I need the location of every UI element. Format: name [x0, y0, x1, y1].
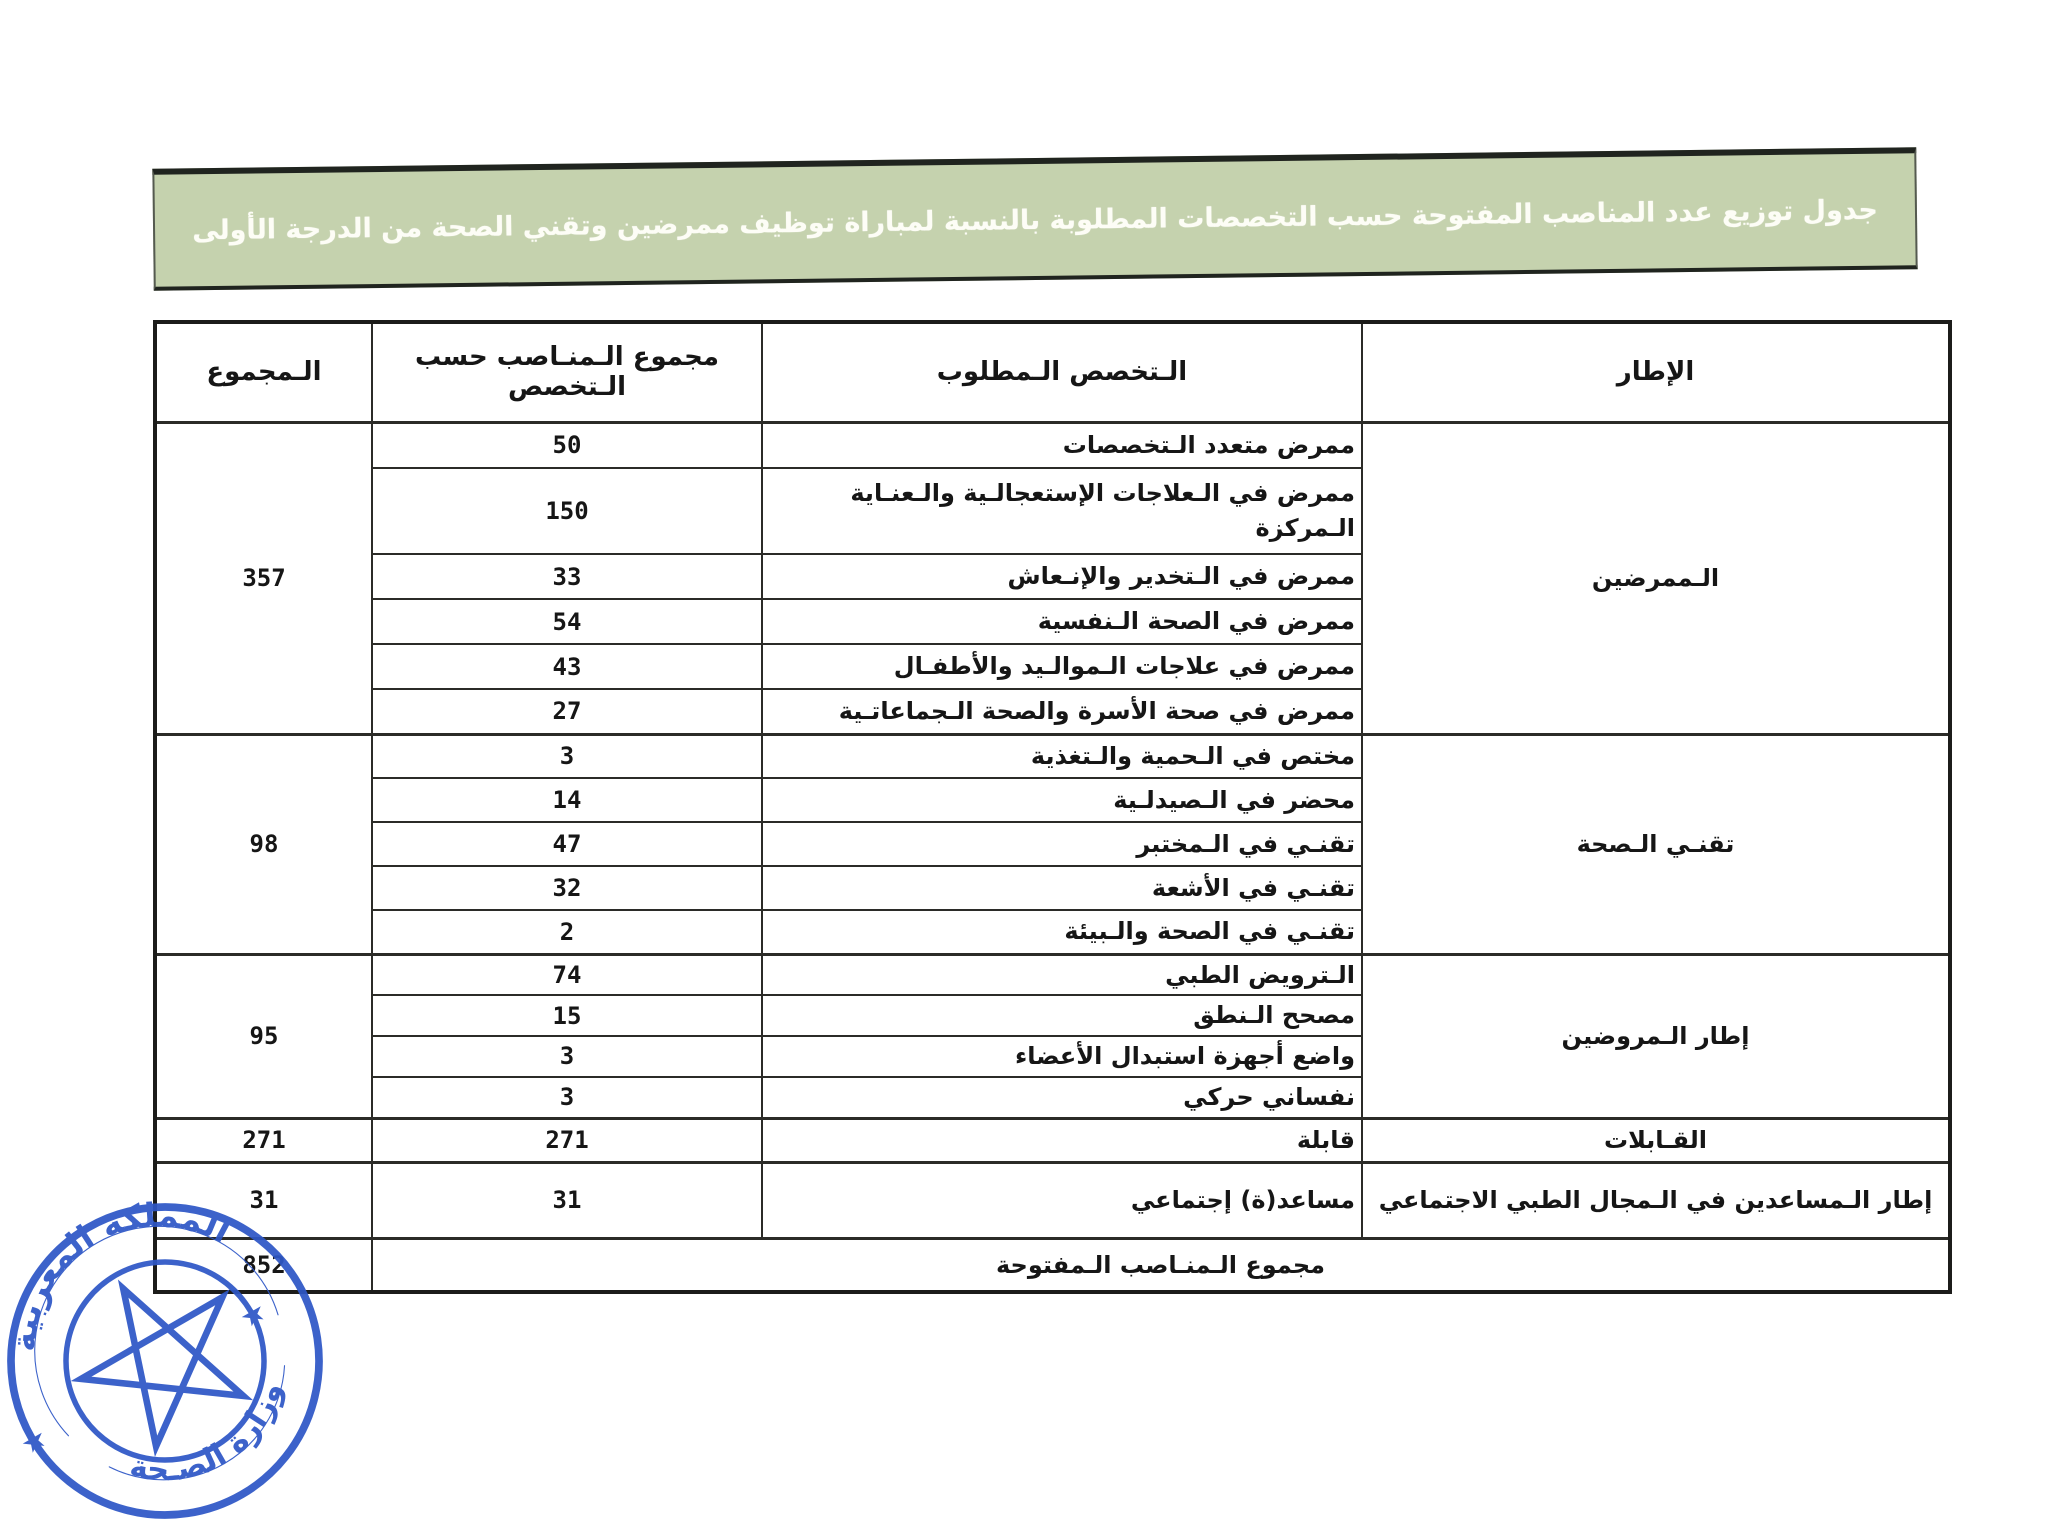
specialty-cell: مصحح الـنطق: [734, 995, 1334, 1036]
specialty-cell: نفساني حركي: [734, 1077, 1334, 1118]
cadre-cell: الـممرضين: [1334, 422, 1922, 734]
count-cell: 3: [344, 734, 734, 778]
cadre-cell: القـابلات: [1334, 1118, 1922, 1162]
count-cell: 3: [344, 1036, 734, 1077]
document-title: جدول توزيع عدد المناصب المفتوحة حسب التخ…: [164, 194, 1850, 246]
count-cell: 150: [344, 468, 734, 554]
group-total-cell: 95: [127, 954, 344, 1118]
specialty-cell: مختص في الـحمية والـتغذية: [734, 734, 1334, 778]
scanned-document-page: { "banner": { "title": "جدول توزيع عدد ا…: [0, 0, 2048, 1448]
positions-table: الإطار الـتخصص الـمطلوب مجموع الـمنـاصب …: [125, 320, 1924, 1294]
specialty-cell: ممرض في الصحة الـنفسية: [734, 599, 1334, 644]
specialty-cell: ممرض في الـتخدير والإنـعاش: [734, 554, 1334, 599]
cadre-cell: إطار الـمساعدين في الـمجال الطبي الاجتما…: [1334, 1162, 1922, 1238]
specialty-cell: ممرض في الـعلاجات الإستعجالـية والـعنـاي…: [734, 468, 1334, 554]
header-specialty: الـتخصص الـمطلوب: [734, 322, 1334, 422]
table-row: تقنـي الـصحة مختص في الـحمية والـتغذية 3…: [127, 734, 1922, 778]
count-cell: 50: [344, 422, 734, 468]
table-row: القـابلات قابلة 271 271: [127, 1118, 1922, 1162]
specialty-cell: مساعد(ة) إجتماعي: [734, 1162, 1334, 1238]
grand-total-value: 852: [127, 1238, 344, 1292]
specialty-cell: ممرض متعدد الـتخصصات: [734, 422, 1334, 468]
group-total-cell: 98: [127, 734, 344, 954]
count-cell: 15: [344, 995, 734, 1036]
specialty-cell: محضر في الـصيدلـية: [734, 778, 1334, 822]
header-cadre: الإطار: [1334, 322, 1922, 422]
grand-total-label: مجموع الـمنـاصب الـمفتوحة: [344, 1238, 1922, 1292]
title-banner: جدول توزيع عدد المناصب المفتوحة حسب التخ…: [124, 147, 1889, 291]
specialty-cell: قابلة: [734, 1118, 1334, 1162]
cadre-cell: تقنـي الـصحة: [1334, 734, 1922, 954]
count-cell: 271: [344, 1118, 734, 1162]
specialty-cell: تقنـي في الأشعة: [734, 866, 1334, 910]
table-row: إطار الـمساعدين في الـمجال الطبي الاجتما…: [127, 1162, 1922, 1238]
count-cell: 31: [344, 1162, 734, 1238]
header-total: الـمجموع: [127, 322, 344, 422]
table-footer-row: مجموع الـمنـاصب الـمفتوحة 852: [127, 1238, 1922, 1292]
count-cell: 2: [344, 910, 734, 954]
count-cell: 27: [344, 689, 734, 734]
specialty-cell: الـترويض الطبي: [734, 954, 1334, 995]
group-total-cell: 357: [127, 422, 344, 734]
stamp-left-star-icon: ★: [0, 1419, 25, 1461]
count-cell: 74: [344, 954, 734, 995]
count-cell: 32: [344, 866, 734, 910]
count-cell: 33: [344, 554, 734, 599]
header-count: مجموع الـمنـاصب حسب الـتخصص: [344, 322, 734, 422]
table-header-row: الإطار الـتخصص الـمطلوب مجموع الـمنـاصب …: [127, 322, 1922, 422]
svg-text:وزارة الصـحة: وزارة الصـحة: [85, 1366, 281, 1518]
count-cell: 14: [344, 778, 734, 822]
count-cell: 54: [344, 599, 734, 644]
specialty-cell: تقنـي في الصحة والـبيئة: [734, 910, 1334, 954]
count-cell: 3: [344, 1077, 734, 1118]
group-total-cell: 271: [127, 1118, 344, 1162]
count-cell: 43: [344, 644, 734, 689]
cadre-cell: إطار الـمروضين: [1334, 954, 1922, 1118]
stamp-right-star-icon: ★: [205, 1293, 244, 1335]
table-row: إطار الـمروضين الـترويض الطبي 74 95: [127, 954, 1922, 995]
table-row: الـممرضين ممرض متعدد الـتخصصات 50 357: [127, 422, 1922, 468]
specialty-cell: تقنـي في الـمختبر: [734, 822, 1334, 866]
specialty-cell: واضع أجهزة استبدال الأعضاء: [734, 1036, 1334, 1077]
stamp-ministry-text: وزارة الصـحة: [85, 1366, 281, 1518]
group-total-cell: 31: [127, 1162, 344, 1238]
specialty-cell: ممرض في صحة الأسرة والصحة الـجماعاتـية: [734, 689, 1334, 734]
count-cell: 47: [344, 822, 734, 866]
specialty-cell: ممرض في علاجات الـموالـيد والأطفـال: [734, 644, 1334, 689]
